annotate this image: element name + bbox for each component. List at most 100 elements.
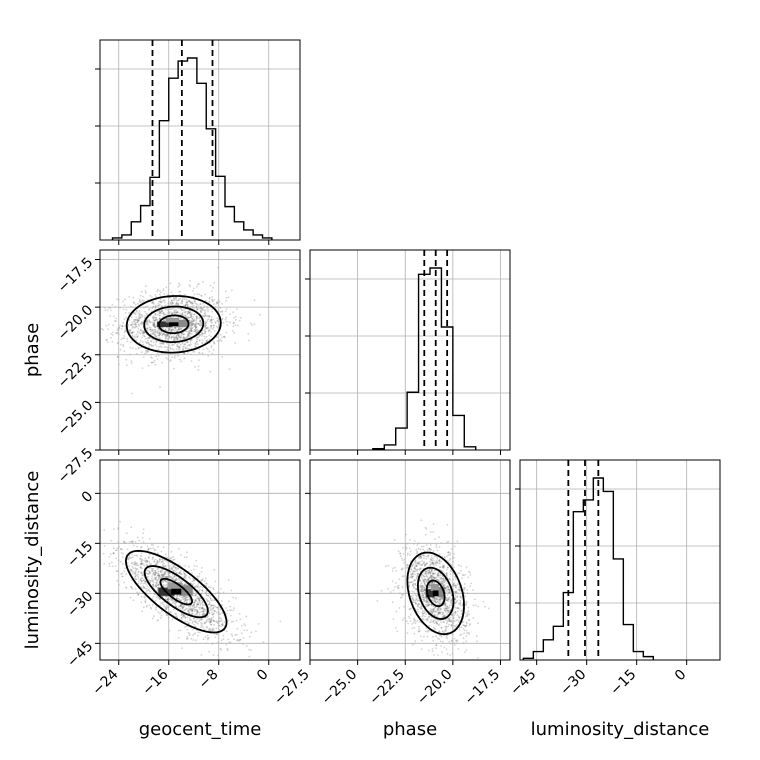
- scatter-point: [458, 626, 461, 629]
- scatter-point: [157, 334, 160, 337]
- scatter-point: [166, 571, 169, 574]
- scatter-point: [419, 557, 421, 559]
- scatter-point: [438, 630, 440, 633]
- scatter-point: [152, 580, 154, 583]
- scatter-point: [163, 571, 166, 574]
- scatter-point: [193, 603, 195, 606]
- scatter-point: [411, 564, 414, 567]
- scatter-point: [432, 523, 435, 525]
- scatter-point: [477, 657, 479, 659]
- scatter-point: [460, 626, 463, 629]
- scatter-point: [440, 582, 443, 585]
- scatter-point: [104, 309, 107, 312]
- scatter-point: [418, 555, 421, 558]
- scatter-point: [155, 585, 157, 588]
- scatter-point: [201, 604, 204, 607]
- scatter-point: [436, 578, 438, 581]
- scatter-point: [424, 600, 427, 602]
- scatter-point: [131, 321, 134, 324]
- scatter-point: [152, 317, 155, 320]
- scatter-point: [137, 302, 139, 305]
- scatter-point: [174, 329, 176, 332]
- scatter-point: [132, 335, 134, 338]
- scatter-point: [444, 603, 447, 606]
- scatter-point: [152, 344, 155, 347]
- scatter-point: [151, 577, 153, 580]
- scatter-point: [174, 566, 177, 569]
- contour-geocent_time-phase-2: [125, 295, 222, 354]
- scatter-point: [428, 572, 431, 574]
- scatter-point: [198, 317, 201, 320]
- scatter-point: [432, 597, 434, 599]
- scatter-point: [460, 565, 462, 567]
- scatter-point: [435, 601, 438, 604]
- scatter-point: [147, 336, 150, 339]
- scatter-point: [397, 586, 400, 589]
- scatter-point: [143, 335, 146, 338]
- scatter-point: [416, 552, 418, 555]
- scatter-point: [469, 623, 471, 625]
- scatter-point: [413, 632, 416, 635]
- scatter-point: [138, 312, 141, 315]
- scatter-point: [443, 556, 446, 559]
- scatter-point: [448, 577, 451, 580]
- scatter-point: [411, 564, 414, 567]
- scatter-point: [442, 578, 444, 581]
- scatter-point: [172, 556, 175, 558]
- scatter-point: [165, 313, 168, 316]
- scatter-point: [460, 610, 463, 613]
- scatter-point: [465, 625, 467, 627]
- scatter-point: [406, 554, 409, 556]
- scatter-point: [134, 313, 137, 315]
- scatter-point: [183, 576, 186, 579]
- scatter-point: [420, 590, 423, 593]
- scatter-point: [165, 608, 167, 611]
- scatter-point: [189, 329, 192, 332]
- scatter-point: [177, 327, 180, 330]
- scatter-point: [418, 630, 421, 633]
- scatter-point: [428, 586, 430, 589]
- scatter-point: [446, 607, 449, 609]
- scatter-point: [182, 613, 185, 616]
- scatter-point: [401, 593, 403, 596]
- scatter-point: [443, 565, 446, 568]
- scatter-point: [186, 312, 189, 315]
- scatter-point: [191, 609, 194, 611]
- scatter-point: [466, 614, 469, 617]
- scatter-point: [438, 638, 441, 640]
- scatter-point: [223, 621, 226, 624]
- scatter-point: [191, 604, 194, 607]
- scatter-point: [417, 573, 419, 576]
- scatter-point: [221, 604, 224, 607]
- scatter-point: [195, 321, 198, 324]
- scatter-point: [418, 602, 420, 605]
- scatter-point: [190, 325, 193, 327]
- scatter-point: [195, 316, 198, 319]
- scatter-point: [194, 326, 197, 329]
- scatter-point: [183, 352, 186, 355]
- scatter-point: [198, 599, 201, 602]
- scatter-point: [175, 579, 177, 582]
- scatter-point: [465, 635, 468, 638]
- scatter-point: [195, 337, 198, 339]
- scatter-point: [152, 301, 155, 304]
- scatter-point: [456, 599, 459, 602]
- scatter-point: [205, 625, 208, 628]
- scatter-point: [185, 601, 188, 604]
- scatter-point: [458, 621, 460, 624]
- scatter-point: [177, 567, 180, 569]
- scatter-point: [126, 557, 129, 560]
- scatter-point: [196, 603, 198, 606]
- scatter-point: [450, 624, 453, 627]
- scatter-point: [196, 329, 199, 332]
- scatter-point: [443, 564, 446, 567]
- scatter-point: [146, 569, 149, 572]
- scatter-point: [454, 611, 457, 613]
- scatter-point: [197, 584, 199, 587]
- scatter-point: [111, 340, 114, 343]
- scatter-point: [451, 599, 453, 602]
- scatter-point: [447, 611, 450, 614]
- scatter-point: [160, 614, 163, 617]
- scatter-point: [188, 331, 191, 333]
